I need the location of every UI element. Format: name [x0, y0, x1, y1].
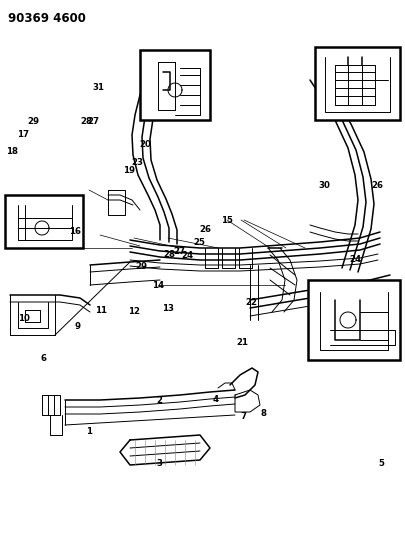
Text: 14: 14	[152, 281, 164, 289]
Text: 3: 3	[156, 459, 162, 468]
Bar	[140, 50, 209, 120]
Text: 5: 5	[378, 459, 384, 468]
Text: 27: 27	[173, 247, 185, 256]
Text: 22: 22	[244, 298, 256, 306]
Text: 15: 15	[220, 216, 232, 224]
Text: 31: 31	[92, 84, 104, 92]
Text: 27: 27	[87, 117, 99, 126]
Text: 24: 24	[181, 252, 193, 260]
Text: 23: 23	[131, 158, 143, 167]
Text: 12: 12	[128, 308, 140, 316]
Text: 29: 29	[27, 117, 39, 126]
Text: 19: 19	[123, 166, 135, 175]
Text: 24: 24	[348, 255, 360, 264]
Text: 8: 8	[260, 409, 266, 418]
Text: 28: 28	[163, 251, 175, 259]
Text: 4: 4	[211, 395, 218, 404]
Bar	[5, 195, 83, 248]
Text: 17: 17	[17, 131, 30, 139]
Text: 1: 1	[86, 427, 92, 436]
Text: 16: 16	[69, 228, 81, 236]
Text: 18: 18	[6, 148, 18, 156]
Text: 28: 28	[80, 117, 92, 126]
Text: 6: 6	[41, 354, 47, 362]
Text: 26: 26	[371, 181, 383, 190]
Text: 26: 26	[198, 225, 211, 233]
Text: 30: 30	[318, 181, 330, 190]
Bar	[314, 47, 399, 120]
Bar	[307, 280, 399, 360]
Text: 90369 4600: 90369 4600	[8, 12, 86, 25]
Text: 20: 20	[139, 141, 151, 149]
Text: 29: 29	[135, 262, 147, 271]
Text: 2: 2	[156, 397, 162, 405]
Text: 21: 21	[236, 338, 248, 347]
Text: 9: 9	[75, 322, 81, 330]
Text: 13: 13	[162, 304, 174, 312]
Text: 25: 25	[192, 238, 205, 247]
Text: 7: 7	[240, 413, 246, 421]
Text: 10: 10	[17, 314, 30, 323]
Text: 11: 11	[95, 306, 107, 314]
